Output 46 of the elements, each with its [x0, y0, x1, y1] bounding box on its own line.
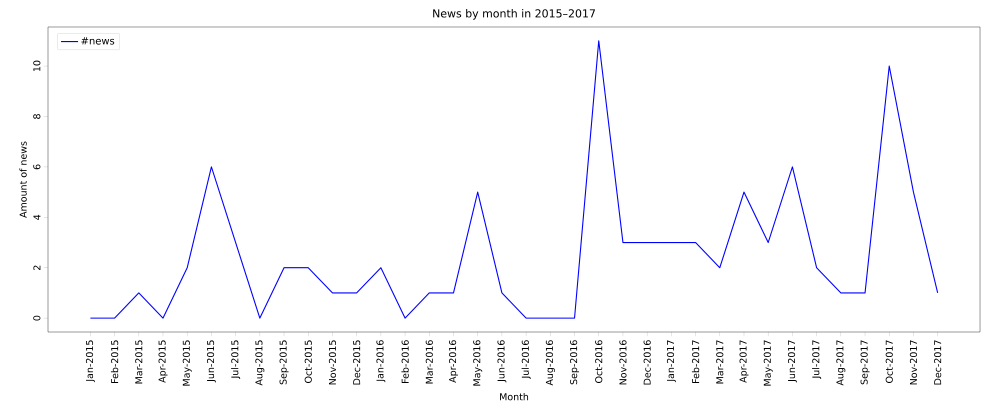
x-tick-label: Feb-2015	[110, 340, 118, 383]
x-tick-label: Dec-2017	[934, 340, 942, 384]
x-tick-label: Nov-2017	[910, 340, 918, 384]
x-tick-label: Jul-2015	[231, 340, 240, 380]
x-tick-label: May-2017	[764, 340, 773, 386]
y-tick-label: 10	[33, 60, 40, 72]
x-tick-label: Oct-2017	[886, 340, 893, 383]
x-tick-label: Aug-2016	[546, 340, 555, 386]
x-tick-label: Oct-2015	[304, 340, 312, 383]
y-tick-label: 6	[33, 164, 40, 170]
x-tick-label: Jul-2017	[812, 340, 822, 380]
x-tick-label: Apr-2016	[448, 340, 458, 383]
x-tick-label: May-2016	[473, 340, 482, 386]
y-tick-label: 8	[33, 114, 40, 119]
y-axis-title: Amount of news	[19, 142, 27, 218]
x-tick-label: Aug-2015	[255, 340, 264, 386]
x-tick-label: Sep-2017	[860, 340, 870, 384]
x-tick-label: Jun-2016	[497, 340, 506, 382]
y-tick-label: 2	[33, 266, 40, 270]
x-tick-label: Jan-2016	[376, 340, 386, 382]
x-tick-label: Feb-2017	[692, 340, 700, 383]
x-tick-label: May-2015	[182, 340, 192, 386]
x-tick-label: Jan-2017	[666, 340, 676, 382]
x-axis-title: Month	[500, 393, 528, 400]
x-tick-label: Aug-2017	[836, 340, 846, 386]
x-tick-label: Apr-2017	[739, 340, 748, 383]
x-tick-label: Mar-2015	[135, 340, 142, 384]
x-tick-label: Mar-2017	[716, 340, 724, 384]
legend-label: #news	[81, 37, 114, 45]
x-tick-label: Nov-2016	[619, 340, 627, 384]
x-tick-label: Mar-2016	[426, 340, 433, 384]
x-tick-label: Apr-2015	[158, 340, 168, 383]
x-tick-label: Feb-2016	[401, 340, 409, 383]
x-tick-label: Oct-2016	[595, 340, 602, 383]
x-tick-label: Nov-2015	[328, 340, 336, 384]
chart-title: News by month in 2015–2017	[433, 9, 595, 20]
y-tick-label: 0	[33, 316, 40, 321]
x-tick-label: Jun-2015	[206, 340, 216, 382]
x-tick-label: Dec-2015	[353, 340, 360, 384]
x-tick-label: Jul-2016	[522, 340, 531, 380]
x-tick-label: Jun-2017	[788, 340, 797, 382]
x-tick-label: Sep-2015	[280, 340, 289, 384]
x-tick-label: Jan-2015	[86, 340, 95, 382]
x-tick-label: Sep-2016	[570, 340, 580, 384]
x-tick-label: Dec-2016	[644, 340, 651, 384]
y-tick-label: 4	[33, 214, 40, 220]
